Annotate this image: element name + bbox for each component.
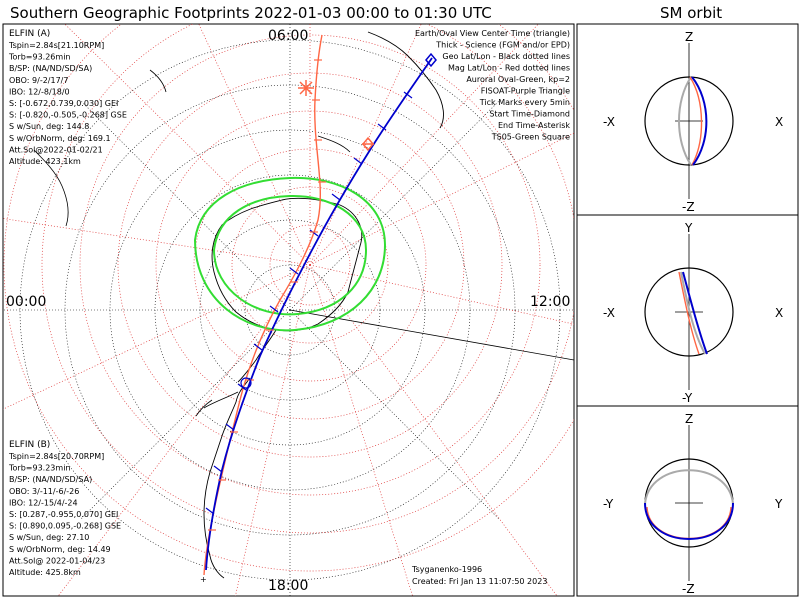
elfin_a-info-line: Torb=93.26min xyxy=(8,53,70,62)
australia-coast xyxy=(367,31,444,129)
elfin_a-info-line: S: [-0.672,0.739,0.030] GEI xyxy=(9,99,118,108)
elfin-b-oval-marker xyxy=(362,136,374,152)
elfin-a-ticks xyxy=(205,91,413,515)
plot-title: Southern Geographic Footprints 2022-01-0… xyxy=(10,4,492,22)
orbit-axis-label-left: -Y xyxy=(603,497,614,511)
legend-item: Auroral Oval-Green, kp=2 xyxy=(466,75,570,84)
created-label: Created: Fri Jan 13 11:07:50 2023 xyxy=(412,577,547,586)
time-label-top: 06:00 xyxy=(268,28,308,44)
nz-coast xyxy=(317,135,351,153)
elfin_b-info-line: IBO: 12/-15/4/-24 xyxy=(9,498,78,507)
elfin_b-info-line: Altitude: 425.8km xyxy=(9,568,81,577)
orbit-panel-1: Z -Z -X X xyxy=(603,30,783,214)
elfin_a-info-line: Altitude: 423.1km xyxy=(9,157,81,166)
elfin_a-info-line: B/SP: (NA/ND/SD/SA) xyxy=(9,64,92,73)
elfin_b-info-line: S w/Sun, deg: 27.10 xyxy=(9,533,89,542)
orbit-axis-label-top: Z xyxy=(685,30,693,44)
elfin-a-start-diamond xyxy=(425,52,437,68)
orbit-trace-elfin-a xyxy=(644,502,734,540)
legend-item: Tick Marks every 5min xyxy=(479,98,570,107)
auroral-oval-outer xyxy=(193,176,387,332)
elfin_b-info-line: OBO: 3/-11/-6/-26 xyxy=(9,487,79,496)
orbit-trace-elfin-b xyxy=(689,76,703,166)
orbit-axis-label-top: Z xyxy=(685,412,693,426)
legend: Earth/Oval View Center Time (triangle) Th… xyxy=(415,29,570,142)
elfin_a-info-line: IBO: 12/-8/18/0 xyxy=(9,87,70,96)
elfin_b-info-line: S: [0.287,-0.955,0.070] GEI xyxy=(9,510,118,519)
orbit-trace-gray xyxy=(644,469,734,505)
orbit-trace-elfin-a xyxy=(691,76,708,166)
elfin_a-info-line: S: [-0.820,-0.505,-0.268] GSE xyxy=(9,111,127,120)
orbit-axis-label-right: X xyxy=(775,115,783,129)
orbit-axis-label-top: Y xyxy=(684,221,693,235)
antarctica-coast xyxy=(211,197,363,332)
orbit-trace-gray xyxy=(678,76,692,166)
orbit-trace-elfin-a xyxy=(682,271,708,355)
elfin_b-info-line: Torb=93.23min xyxy=(8,464,70,473)
elfin-a-info: ELFIN (A) Tspin=2.84s[21.10RPM] Torb=93.26… xyxy=(8,29,127,166)
elfin_b-info-line: Tspin=2.84s[20.70RPM] xyxy=(8,452,104,461)
legend-item: Thick - Science (FGM and/or EPD) xyxy=(435,41,570,50)
legend-item: FISOAT-Purple Triangle xyxy=(481,87,570,96)
orbit-axis-label-left: -X xyxy=(603,306,615,320)
orbit-axis-label-bottom: -Y xyxy=(682,391,693,405)
elfin_a-info-line: Att.Sol@2022-01-02/21 xyxy=(9,145,103,154)
legend-item: Earth/Oval View Center Time (triangle) xyxy=(415,29,570,38)
elfin-a-track xyxy=(205,57,433,571)
legend-item: Geo Lat/Lon - Black dotted lines xyxy=(442,52,570,61)
antarctic-peninsula xyxy=(237,329,277,383)
elfin-a-end-marker: + xyxy=(200,575,207,584)
orbit-trace-gray xyxy=(680,271,706,355)
elfin-b-info: ELFIN (B) Tspin=2.84s[20.70RPM] Torb=93.23… xyxy=(8,440,121,577)
time-label-bottom: 18:00 xyxy=(268,578,308,594)
elfin_b-info-line: B/SP: (NA/ND/SD/SA) xyxy=(9,475,92,484)
elfin_b-info-line: S w/OrbNorm, deg: 14.49 xyxy=(9,545,111,554)
island-coast xyxy=(149,69,167,93)
auroral-oval-inner xyxy=(212,194,368,316)
elfin-a-oval-marker xyxy=(240,377,252,389)
elfin_a-name: ELFIN (A) xyxy=(9,29,50,39)
legend-item: TS05-Green Square xyxy=(491,133,570,142)
orbit-axis-label-right: X xyxy=(775,306,783,320)
orbit-axis-label-right: Y xyxy=(774,497,783,511)
elfin_a-info-line: Tspin=2.84s[21.10RPM] xyxy=(8,41,104,50)
legend-item: Mag Lat/Lon - Red dotted lines xyxy=(448,64,570,73)
elfin_a-info-line: S w/OrbNorm, deg: 169.1 xyxy=(9,134,111,143)
elfin_b-info-line: Att.Sol@ 2022-01-04/23 xyxy=(9,556,105,565)
africa-coast xyxy=(33,149,69,227)
elfin-b-end-asterisk xyxy=(298,80,314,96)
orbit-axis-label-bottom: -Z xyxy=(682,200,695,214)
elfin_b-name: ELFIN (B) xyxy=(9,440,50,450)
orbit-trace-elfin-b xyxy=(678,271,700,355)
south-america-coast xyxy=(203,377,251,579)
elfin_a-info-line: OBO: 9/-2/17/7 xyxy=(9,76,68,85)
orbit-frame xyxy=(576,23,799,597)
legend-item: Start Time-Diamond xyxy=(489,110,570,119)
time-label-left: 00:00 xyxy=(6,294,46,310)
south-america-islands xyxy=(195,391,239,417)
orbit-title: SM orbit xyxy=(660,4,722,22)
elfin_b-info-line: S: [0.890,0.095,-0.268] GSE xyxy=(9,522,121,531)
legend-item: End Time-Asterisk xyxy=(498,121,570,130)
orbit-axis-label-bottom: -Z xyxy=(682,582,695,596)
orbit-panel-3: Z -Z -Y Y xyxy=(603,412,783,596)
model-label: Tsyganenko-1996 xyxy=(411,565,482,574)
orbit-axis-label-left: -X xyxy=(603,115,615,129)
orbit-panel-2: Y -Y -X X xyxy=(603,221,783,405)
polar-map: + xyxy=(3,24,574,596)
time-label-right: 12:00 xyxy=(530,294,570,310)
elfin_a-info-line: S w/Sun, deg: 144.8 xyxy=(9,122,89,131)
orbit-panels: Z -Z -X X Y -Y -X X Z -Z -Y Y xyxy=(603,30,783,596)
